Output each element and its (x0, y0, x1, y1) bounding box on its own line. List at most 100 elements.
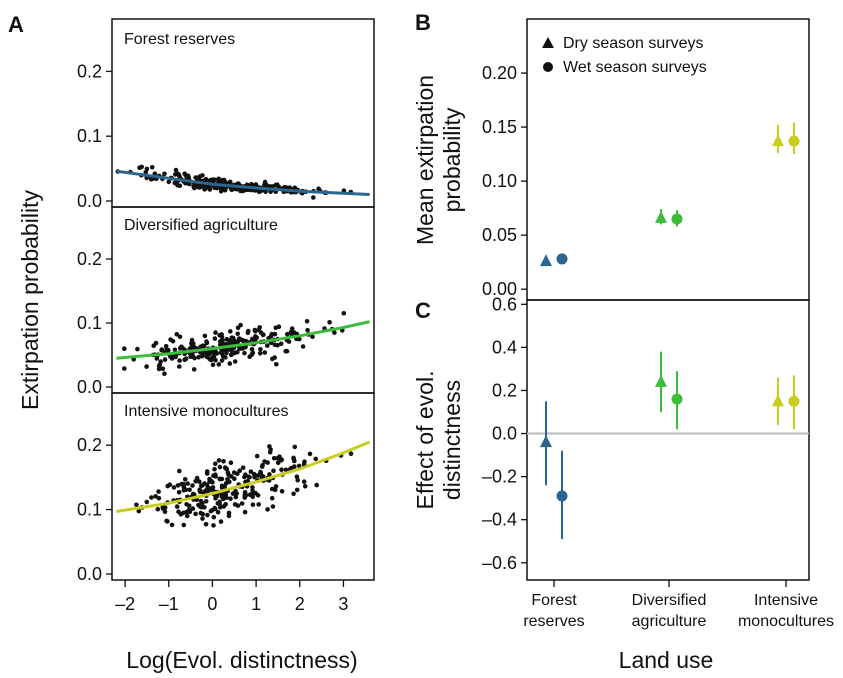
panel-b-y-tick-label: 0.10 (482, 171, 517, 191)
data-point (294, 474, 300, 480)
data-point (182, 477, 188, 482)
data-point (175, 171, 181, 177)
panel-a-subplot-frame-3 (111, 392, 375, 581)
category-label-intensive-line2: monocultures (738, 613, 834, 630)
data-point (156, 496, 162, 501)
panel-a-y-tick-label: 0.0 (77, 377, 102, 397)
data-point (230, 187, 236, 192)
data-point (184, 502, 189, 507)
data-point (269, 495, 275, 501)
data-point (262, 179, 268, 185)
data-point (192, 185, 197, 191)
data-point (155, 506, 161, 512)
data-point (149, 495, 154, 500)
panel-a-x-tick-label: 1 (251, 594, 261, 614)
data-point (154, 356, 160, 361)
data-point (177, 364, 182, 369)
data-point (272, 342, 278, 348)
data-point (162, 371, 167, 377)
data-point (153, 494, 158, 499)
panel-a-y-tick-label: 0.0 (77, 564, 102, 584)
data-point (176, 490, 182, 495)
data-point (235, 471, 240, 477)
data-point (165, 483, 170, 489)
panel-b-dry-season-marker (655, 210, 667, 223)
data-point (265, 343, 270, 348)
data-point (156, 363, 162, 369)
data-point (273, 484, 279, 489)
data-point (205, 512, 210, 518)
data-point (269, 486, 275, 492)
data-point (202, 333, 208, 339)
data-point (160, 366, 166, 372)
data-point (144, 499, 150, 505)
data-point (224, 466, 230, 472)
panel-c-dry-season-marker (540, 435, 552, 448)
data-point (190, 506, 196, 511)
data-point (198, 488, 203, 494)
data-point (341, 311, 347, 316)
data-point (202, 187, 207, 192)
data-point (203, 499, 209, 504)
data-point (153, 340, 159, 346)
data-point (219, 483, 225, 489)
data-point (332, 330, 337, 335)
data-point (219, 341, 225, 347)
data-point (307, 451, 313, 457)
data-point (251, 491, 256, 496)
data-point (302, 484, 308, 489)
panel-c-dry-season-marker (772, 394, 784, 407)
data-point (211, 523, 216, 528)
data-point (348, 451, 354, 457)
subplot-title-intensive: Intensive monocultures (124, 403, 289, 420)
data-point (297, 336, 302, 342)
data-point (211, 354, 217, 360)
data-point (267, 444, 272, 449)
data-point (200, 173, 205, 178)
data-point (212, 466, 217, 472)
data-point (284, 348, 290, 354)
panel-b-y-tick-label: 0.15 (482, 117, 517, 137)
data-point (162, 505, 168, 510)
data-point (251, 471, 257, 477)
data-point (122, 346, 127, 352)
data-point (175, 182, 180, 188)
panel-c-dry-season-marker (655, 374, 667, 387)
data-point (304, 319, 310, 324)
data-point (226, 472, 231, 478)
data-point (225, 477, 230, 482)
data-point (234, 491, 239, 496)
data-point (246, 328, 251, 334)
fit-line (116, 169, 370, 196)
data-point (226, 510, 232, 516)
panel-a-y-tick-label: 0.2 (77, 435, 102, 455)
data-point (291, 491, 296, 497)
data-point (270, 184, 276, 189)
data-point (285, 331, 290, 337)
data-point (228, 496, 233, 502)
data-point (242, 509, 248, 515)
data-point (224, 348, 230, 353)
data-point (186, 507, 192, 513)
data-point (183, 356, 189, 362)
data-point (314, 482, 320, 488)
category-label-forest-line1: Forest (531, 592, 577, 609)
data-point (216, 458, 222, 463)
data-point (242, 474, 247, 480)
data-point (221, 504, 227, 509)
data-point (237, 346, 242, 352)
subplot-title-forest: Forest reserves (124, 31, 235, 48)
data-point (134, 502, 139, 508)
data-point (139, 164, 144, 170)
panel-b-y-tick-label: 0.05 (482, 225, 517, 245)
data-point (229, 352, 234, 357)
data-point (237, 468, 242, 474)
data-point (185, 513, 190, 519)
data-point (196, 354, 201, 360)
data-point (200, 500, 205, 506)
data-point (262, 459, 267, 464)
data-point (291, 456, 297, 462)
legend-triangle-marker (542, 37, 554, 48)
panel-c-y-tick-label: 0.4 (492, 337, 517, 357)
